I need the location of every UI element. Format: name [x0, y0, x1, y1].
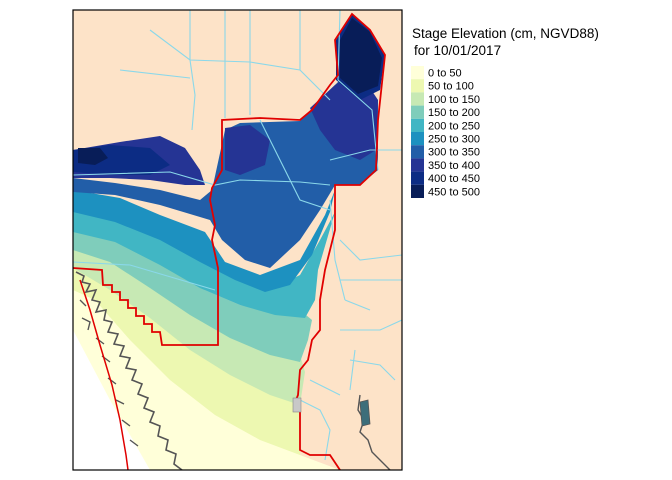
legend: Stage Elevation (cm, NGVD88) for 10/01/2…	[411, 26, 599, 198]
legend-swatch-9	[411, 184, 424, 198]
bay-inlet	[359, 399, 371, 427]
legend-swatch-3	[411, 105, 424, 119]
legend-swatch-2	[411, 92, 424, 106]
legend-swatch-4	[411, 118, 424, 132]
stage-band-2	[73, 245, 305, 405]
map-frame	[72, 9, 403, 471]
legend-label-7: 350 to 400	[428, 160, 480, 172]
water-conservation-boundary	[79, 279, 129, 470]
inlet-feature	[292, 397, 302, 413]
stage-band-6	[73, 75, 378, 268]
stage-band-12	[78, 148, 108, 165]
stage-band-13	[340, 18, 382, 94]
legend-label-6: 300 to 350	[428, 147, 480, 159]
legend-label-8: 400 to 450	[428, 173, 480, 185]
legend-label-5: 250 to 300	[428, 134, 480, 146]
map-panel	[73, 10, 402, 470]
legend-title: Stage Elevation (cm, NGVD88)	[412, 26, 599, 41]
stage-band-1	[73, 262, 300, 455]
legend-swatch-5	[411, 132, 424, 146]
legend-swatch-1	[411, 79, 424, 93]
keys-islands	[79, 299, 139, 447]
stage-band-9	[225, 125, 270, 175]
legend-label-1: 50 to 100	[428, 81, 474, 93]
stage-band-5	[73, 190, 335, 292]
stage-surface	[73, 14, 385, 470]
east-coastline	[357, 394, 391, 470]
stage-band-3	[73, 228, 312, 362]
legend-label-0: 0 to 50	[428, 68, 462, 80]
legend-swatch-8	[411, 171, 424, 185]
legend-label-4: 200 to 250	[428, 120, 480, 132]
legend-swatch-7	[411, 158, 424, 172]
legend-label-3: 150 to 200	[428, 107, 480, 119]
legend-label-2: 100 to 150	[428, 94, 480, 106]
legend-swatch-0	[411, 66, 424, 80]
coastline	[75, 271, 183, 470]
park-boundary	[73, 12, 386, 470]
legend-label-9: 450 to 500	[428, 186, 480, 198]
legend-swatch-6	[411, 145, 424, 159]
legend-subtitle: for 10/01/2017	[414, 43, 501, 58]
